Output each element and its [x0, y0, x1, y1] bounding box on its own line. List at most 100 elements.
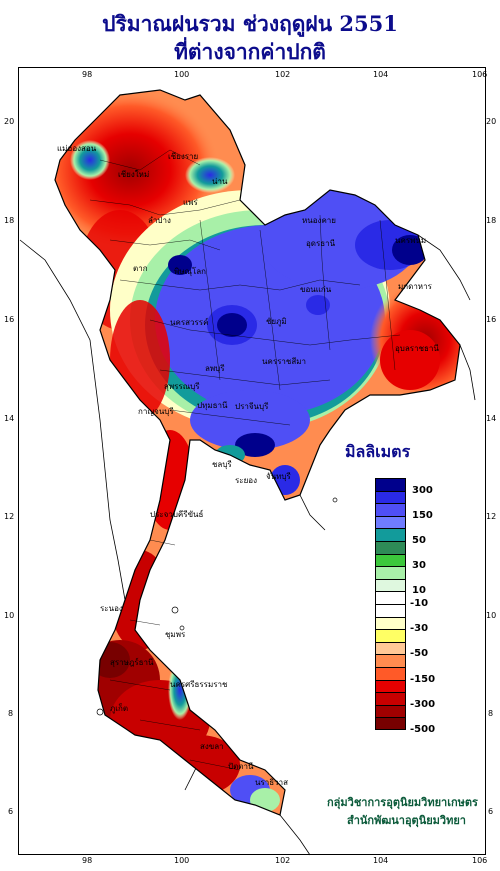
legend-label: -50 — [410, 648, 429, 660]
place-label: ภูเก็ต — [110, 704, 129, 713]
lon-tick-bottom: 104 — [373, 856, 389, 865]
place-label: หนองคาย — [302, 216, 336, 225]
place-label: นครพนม — [395, 236, 427, 245]
lat-tick-right: 12 — [486, 512, 497, 521]
place-label: ระยอง — [235, 476, 257, 485]
legend-label: 300 — [412, 484, 433, 496]
legend-swatch — [375, 490, 406, 504]
legend-swatch — [375, 629, 406, 642]
place-label: นครสวรรค์ — [170, 318, 209, 327]
legend-swatch — [375, 666, 406, 680]
legend-label: -10 — [410, 598, 429, 609]
legend-label: -300 — [410, 698, 436, 710]
anomaly-shading — [55, 90, 460, 815]
lat-tick-right: 14 — [486, 414, 497, 423]
lat-tick-left: 10 — [4, 611, 15, 620]
lon-tick-bottom: 102 — [275, 856, 291, 865]
legend-label: 10 — [412, 585, 426, 597]
place-label: อุบลราชธานี — [395, 344, 439, 353]
lat-tick-left: 6 — [8, 807, 14, 816]
legend-swatch — [375, 704, 406, 718]
lon-tick-top: 100 — [174, 70, 190, 79]
lat-tick-right: 10 — [486, 611, 497, 620]
legend-label: -500 — [410, 724, 436, 735]
place-label: จันทบุรี — [266, 472, 291, 481]
lat-tick-left: 8 — [8, 709, 14, 718]
lat-tick-right: 8 — [488, 709, 494, 718]
lat-tick-right: 6 — [488, 807, 494, 816]
legend-swatch — [375, 528, 406, 541]
lat-tick-right: 16 — [486, 315, 497, 324]
legend-title: มิลลิเมตร — [345, 442, 411, 461]
legend-swatch — [375, 641, 406, 655]
place-label: แพร่ — [183, 198, 198, 207]
place-label: ตาก — [133, 264, 148, 273]
legend-swatch — [375, 503, 406, 516]
lon-tick-top: 104 — [373, 70, 389, 79]
place-label: เชียงราย — [168, 152, 199, 161]
legend-label: -150 — [410, 673, 436, 685]
lon-tick-bottom: 100 — [174, 856, 190, 865]
place-label: นครราชสีมา — [262, 357, 306, 366]
place-label: ปัตตานี — [228, 762, 254, 771]
place-label: ลำปาง — [148, 216, 171, 225]
legend-swatch — [375, 654, 406, 667]
legend-swatch — [375, 553, 406, 567]
place-label: เชียงใหม่ — [118, 170, 150, 179]
legend-label: 50 — [412, 535, 426, 546]
lat-tick-right: 20 — [486, 117, 497, 126]
lat-tick-left: 18 — [4, 216, 15, 225]
place-label: สุราษฎร์ธานี — [110, 658, 154, 667]
legend-label: -30 — [410, 623, 429, 635]
place-label: สุพรรณบุรี — [164, 382, 200, 391]
islands — [96, 497, 338, 716]
legend-swatch — [375, 679, 406, 693]
credit-line-1: กลุ่มวิชาการอุตุนิยมวิทยาเกษตร — [327, 796, 478, 809]
lon-tick-top: 106 — [472, 70, 488, 79]
map-subtitle: ที่ต่างจากค่าปกติ — [174, 39, 326, 64]
place-label: ลพบุรี — [205, 364, 225, 373]
legend-swatch — [375, 478, 406, 491]
place-label: แม่ฮ่องสอน — [57, 144, 97, 153]
credit-line-2: สำนักพัฒนาอุตุนิยมวิทยา — [347, 814, 466, 827]
lon-tick-top: 98 — [82, 70, 93, 79]
lon-tick-top: 102 — [275, 70, 291, 79]
legend-swatch — [375, 717, 406, 730]
lat-tick-left: 16 — [4, 315, 15, 324]
legend-swatch — [375, 591, 406, 604]
legend-swatch — [375, 540, 406, 554]
place-label: ชลบุรี — [212, 460, 232, 469]
place-label: ปราจีนบุรี — [235, 402, 269, 411]
province-borders — [89, 149, 401, 771]
legend-label: 30 — [412, 560, 426, 572]
place-label: ชัยภูมิ — [266, 317, 287, 326]
legend-swatch — [375, 616, 406, 630]
map-title: ปริมาณฝนรวม ช่วงฤดูฝน 2551 — [102, 11, 398, 36]
place-label: พิษณุโลก — [174, 267, 207, 276]
lat-tick-left: 20 — [4, 117, 15, 126]
place-label: มุกดาหาร — [398, 282, 432, 291]
place-label: กาญจนบุรี — [138, 407, 174, 416]
lon-tick-bottom: 98 — [82, 856, 93, 865]
lat-tick-right: 18 — [486, 216, 497, 225]
legend-swatch — [375, 603, 406, 617]
lat-tick-left: 12 — [4, 512, 15, 521]
place-label: ประจวบคีรีขันธ์ — [150, 510, 204, 519]
lat-tick-left: 14 — [4, 414, 15, 423]
legend-swatch — [375, 515, 406, 529]
place-label: นครศรีธรรมราช — [170, 680, 228, 689]
lon-tick-bottom: 106 — [472, 856, 488, 865]
place-label: สงขลา — [200, 742, 224, 751]
legend-swatch — [375, 566, 406, 579]
place-label: น่าน — [212, 177, 228, 186]
legend-label: 150 — [412, 509, 433, 521]
legend-colorbar — [375, 478, 406, 730]
legend-swatch — [375, 578, 406, 592]
place-label: ปทุมธานี — [197, 401, 228, 410]
place-label: ขอนแก่น — [300, 285, 332, 294]
place-label: นราธิวาส — [255, 778, 289, 787]
legend-swatch — [375, 692, 406, 705]
place-label: อุดรธานี — [306, 239, 336, 248]
place-label: ชุมพร — [165, 630, 186, 639]
